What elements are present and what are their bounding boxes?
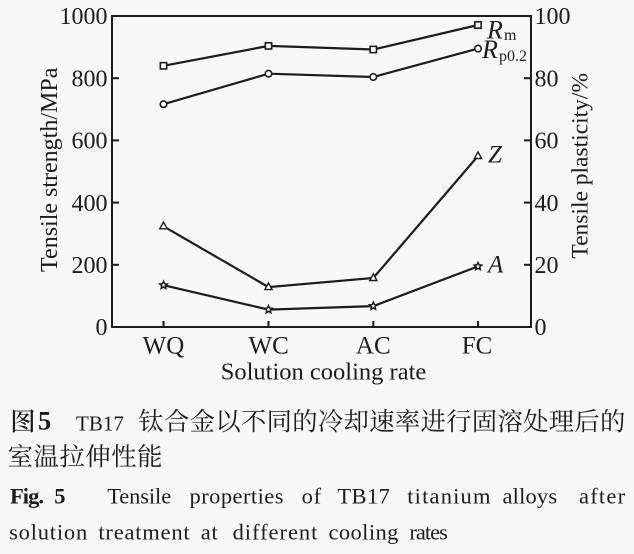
svg-text:alloys: alloys xyxy=(503,484,558,509)
svg-text:200: 200 xyxy=(72,253,108,279)
svg-text:Tensile strength/MPa: Tensile strength/MPa xyxy=(37,67,63,272)
svg-text:Tensile: Tensile xyxy=(107,484,171,509)
svg-text:WQ: WQ xyxy=(143,333,185,360)
svg-text:treatment: treatment xyxy=(98,519,190,544)
svg-text:rates: rates xyxy=(409,519,448,544)
svg-text:Tensile plasticity/%: Tensile plasticity/% xyxy=(568,73,594,259)
svg-text:solution: solution xyxy=(9,519,87,544)
svg-text:of: of xyxy=(302,484,322,509)
svg-text:titanium: titanium xyxy=(407,484,491,509)
svg-text:40: 40 xyxy=(535,191,559,217)
svg-text:TB17: TB17 xyxy=(76,411,124,435)
svg-text:p0.2: p0.2 xyxy=(499,48,527,65)
svg-text:AC: AC xyxy=(356,333,391,360)
svg-text:cooling: cooling xyxy=(329,519,399,544)
svg-text:TB17: TB17 xyxy=(337,484,390,509)
svg-text:different: different xyxy=(233,519,319,544)
svg-text:60: 60 xyxy=(535,129,559,155)
svg-text:Solution cooling rate: Solution cooling rate xyxy=(221,359,427,386)
svg-text:A: A xyxy=(486,252,504,279)
svg-text:80: 80 xyxy=(535,66,559,92)
svg-text:0: 0 xyxy=(96,315,108,341)
svg-text:properties: properties xyxy=(190,484,284,509)
svg-text:600: 600 xyxy=(72,129,108,155)
svg-text:400: 400 xyxy=(72,191,108,217)
svg-text:R: R xyxy=(481,35,498,64)
svg-text:Fig.: Fig. xyxy=(10,484,44,509)
svg-text:m: m xyxy=(504,27,517,44)
svg-text:0: 0 xyxy=(535,315,547,341)
svg-text:100: 100 xyxy=(535,4,571,30)
svg-text:5: 5 xyxy=(38,405,51,435)
svg-text:20: 20 xyxy=(535,253,559,279)
svg-text:FC: FC xyxy=(462,333,493,360)
svg-text:after: after xyxy=(579,484,626,509)
svg-text:at: at xyxy=(201,519,219,544)
svg-text:5: 5 xyxy=(54,484,65,509)
svg-text:WC: WC xyxy=(249,333,289,360)
svg-text:R: R xyxy=(486,16,503,45)
svg-text:800: 800 xyxy=(72,66,108,92)
svg-text:Z: Z xyxy=(488,142,503,169)
svg-text:1000: 1000 xyxy=(60,4,108,30)
